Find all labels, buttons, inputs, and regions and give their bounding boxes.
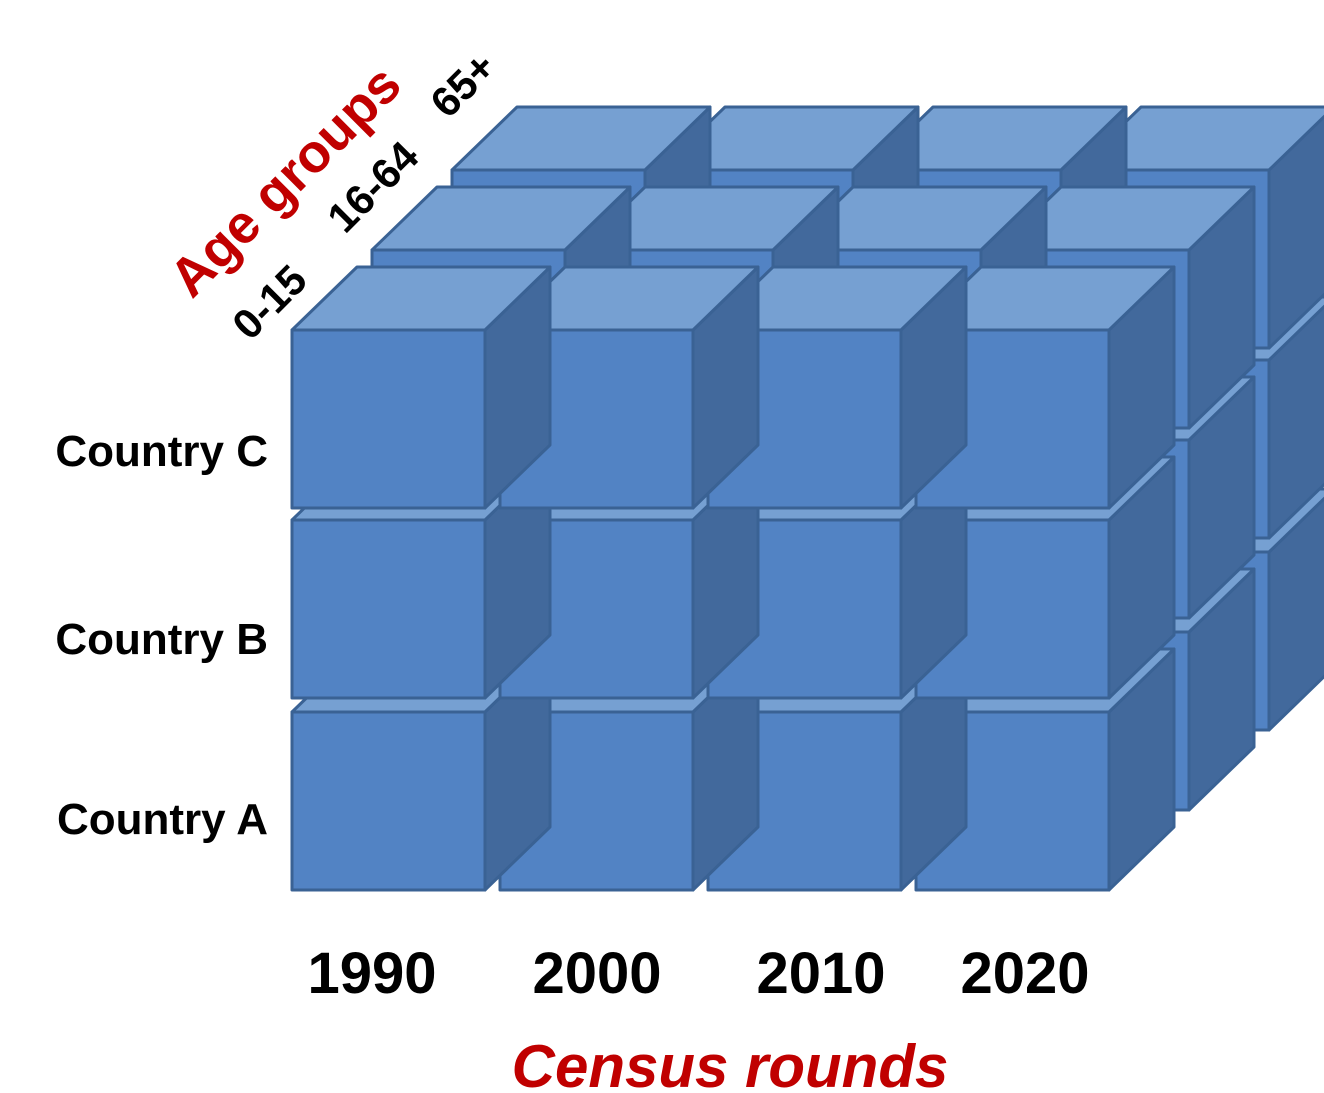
cube-grid bbox=[290, 105, 1324, 892]
country-label-c: Country C bbox=[55, 427, 268, 476]
cube-front-face bbox=[290, 710, 487, 892]
year-label-2000: 2000 bbox=[532, 941, 661, 1006]
year-label-2010: 2010 bbox=[756, 941, 885, 1006]
cube-front-face bbox=[290, 518, 487, 700]
country-label-b: Country B bbox=[55, 615, 268, 664]
census-rounds-title: Census rounds bbox=[512, 1033, 949, 1093]
age-label-65plus: 65+ bbox=[421, 43, 505, 127]
year-label-1990: 1990 bbox=[307, 941, 436, 1006]
cube-front-face bbox=[290, 328, 487, 510]
cube-cell bbox=[290, 265, 552, 510]
country-label-a: Country A bbox=[57, 795, 268, 844]
year-label-2020: 2020 bbox=[960, 941, 1089, 1006]
